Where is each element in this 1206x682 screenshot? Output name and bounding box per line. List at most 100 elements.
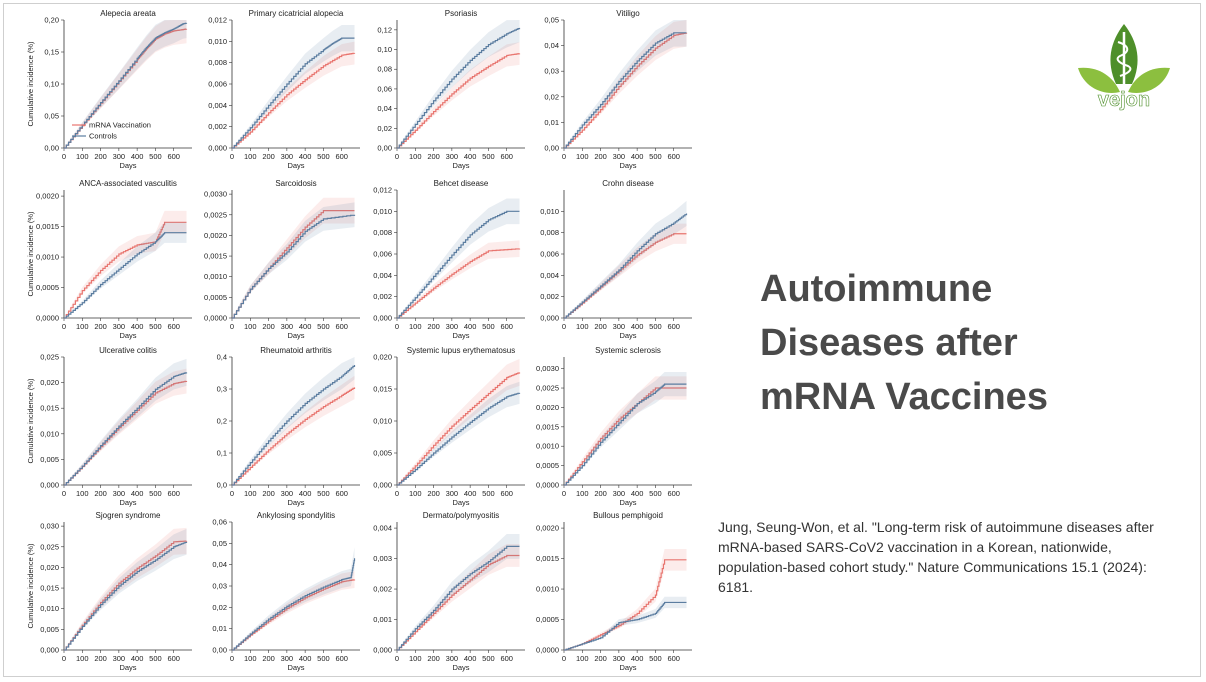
x-tick-label: 0: [230, 322, 234, 331]
x-tick-label: 500: [149, 152, 162, 161]
title-line-2: Diseases after: [760, 322, 1018, 364]
panel-title: Primary cicatricial alopecia: [249, 9, 344, 18]
x-tick-label: 0: [562, 152, 566, 161]
x-tick-label: 500: [649, 152, 662, 161]
x-axis-label: Days: [119, 498, 136, 507]
confidence-band: [64, 210, 187, 318]
series-line-vaccination: [232, 387, 356, 486]
series-line-controls: [397, 392, 521, 486]
y-tick-label: 0,0: [217, 481, 227, 490]
series-line-controls: [564, 213, 688, 319]
y-tick-label: 0,0000: [536, 646, 559, 655]
x-tick-label: 300: [113, 489, 126, 498]
panel-title: Crohn disease: [602, 179, 654, 188]
x-axis-label: Days: [119, 331, 136, 340]
y-tick-label: 0,0020: [204, 231, 227, 240]
panel-11: Systemic sclerosis 0 100 200 300 400 500 600 Day…: [536, 346, 692, 507]
y-tick-label: 0,03: [212, 582, 227, 591]
y-tick-label: 0,20: [44, 16, 59, 25]
x-tick-label: 200: [262, 322, 275, 331]
x-tick-label: 0: [62, 152, 66, 161]
x-tick-label: 300: [446, 322, 459, 331]
y-tick-label: 0,000: [373, 481, 392, 490]
x-tick-label: 0: [395, 322, 399, 331]
series-line-controls: [64, 541, 188, 651]
confidence-band: [564, 20, 687, 148]
confidence-band: [64, 20, 187, 148]
series-line-vaccination: [232, 52, 356, 149]
x-tick-label: 0: [62, 322, 66, 331]
x-tick-label: 200: [427, 322, 440, 331]
x-tick-label: 300: [613, 152, 626, 161]
y-tick-label: 0,0020: [536, 403, 559, 412]
x-tick-label: 600: [167, 322, 180, 331]
x-tick-label: 500: [482, 654, 495, 663]
y-tick-label: 0,025: [40, 353, 59, 362]
x-tick-label: 100: [576, 489, 589, 498]
x-axis-label: Days: [452, 331, 469, 340]
y-tick-label: 0,004: [373, 271, 392, 280]
y-tick-label: 0,006: [373, 250, 392, 259]
y-tick-label: 0,0010: [204, 272, 227, 281]
panel-title: Alepecia areata: [100, 9, 156, 18]
y-axis-label: Cumulative incidence (%): [26, 378, 35, 464]
x-tick-label: 400: [631, 489, 644, 498]
x-tick-label: 600: [167, 152, 180, 161]
series-line-vaccination: [64, 221, 187, 319]
x-tick-label: 0: [395, 654, 399, 663]
x-axis-label: Days: [287, 161, 304, 170]
vejon-logo: vejon: [1078, 24, 1170, 111]
confidence-band: [564, 200, 687, 318]
panel-title: Sarcoidosis: [275, 179, 316, 188]
y-tick-label: 0,0015: [536, 554, 559, 563]
panel-title: ANCA-associated vasculitis: [79, 179, 177, 188]
x-axis-label: Days: [619, 498, 636, 507]
series-line-controls: [564, 32, 687, 149]
y-tick-label: 0,012: [373, 186, 392, 195]
y-tick-label: 0,003: [373, 554, 392, 563]
x-tick-label: 500: [317, 489, 330, 498]
confidence-band: [564, 548, 687, 650]
y-tick-label: 0,000: [208, 144, 227, 153]
y-axis-label: Cumulative incidence (%): [26, 543, 35, 629]
x-tick-label: 100: [244, 654, 257, 663]
y-tick-label: 0,0010: [536, 442, 559, 451]
x-axis-label: Days: [287, 663, 304, 672]
y-tick-label: 0,002: [373, 585, 392, 594]
x-tick-label: 100: [576, 654, 589, 663]
confidence-band: [64, 222, 187, 318]
x-tick-label: 500: [649, 654, 662, 663]
y-tick-label: 0,020: [40, 378, 59, 387]
y-tick-label: 0,0025: [204, 210, 227, 219]
x-axis-label: Days: [452, 498, 469, 507]
y-tick-label: 0,0015: [204, 252, 227, 261]
x-tick-label: 200: [94, 152, 107, 161]
y-tick-label: 0,10: [377, 45, 392, 54]
y-tick-label: 0,0015: [536, 422, 559, 431]
x-tick-label: 200: [427, 654, 440, 663]
y-tick-label: 0,0015: [36, 222, 59, 231]
y-tick-label: 0,025: [40, 542, 59, 551]
x-tick-label: 200: [262, 489, 275, 498]
x-tick-label: 300: [281, 152, 294, 161]
x-axis-label: Days: [119, 663, 136, 672]
panel-9: Rheumatoid arthritis 0 100 200 300 400 500 600 D…: [217, 346, 360, 507]
x-tick-label: 500: [149, 322, 162, 331]
x-tick-label: 300: [613, 654, 626, 663]
series-line-controls: [64, 232, 187, 319]
y-tick-label: 0,4: [217, 353, 227, 362]
x-tick-label: 400: [131, 322, 144, 331]
x-tick-label: 500: [482, 152, 495, 161]
panel-13: Ankylosing spondylitis 0 100 200 300 400 500 60…: [212, 511, 360, 672]
title-line-3: mRNA Vaccines: [760, 376, 1048, 418]
x-tick-label: 600: [335, 152, 348, 161]
y-tick-label: 0,0010: [36, 253, 59, 262]
confidence-band: [232, 24, 355, 148]
x-tick-label: 100: [409, 322, 422, 331]
x-tick-label: 100: [409, 654, 422, 663]
x-tick-label: 200: [262, 654, 275, 663]
y-tick-label: 0,00: [377, 144, 392, 153]
x-tick-label: 300: [446, 152, 459, 161]
y-tick-label: 0,05: [544, 16, 559, 25]
legend-label: mRNA Vaccination: [89, 121, 151, 130]
